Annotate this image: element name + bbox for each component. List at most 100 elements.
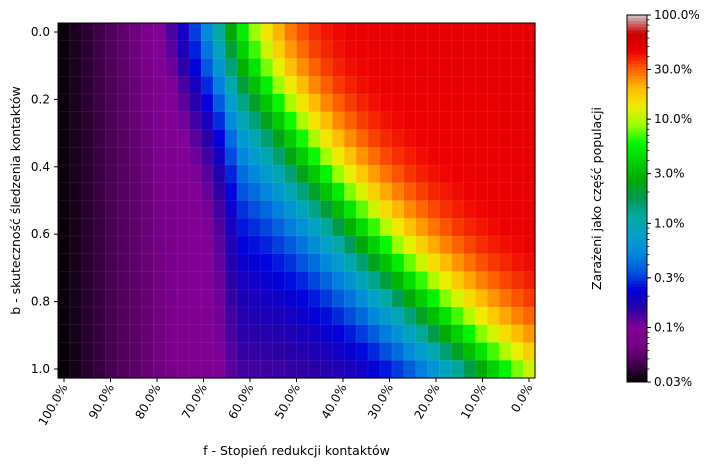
heatmap-cell [511, 111, 524, 131]
colorbar-segment [627, 314, 647, 319]
heatmap-cell [81, 147, 95, 166]
colorbar-segment [627, 305, 647, 310]
heatmap-cell [427, 200, 441, 219]
colorbar-segment [627, 302, 647, 307]
colorbar-segment [627, 244, 647, 248]
heatmap-cell [69, 165, 83, 184]
heatmap-cell [272, 236, 286, 255]
colorbar-segment [627, 299, 647, 303]
heatmap-cell [284, 360, 298, 379]
heatmap-cell [93, 253, 107, 273]
heatmap-cell [69, 289, 83, 308]
heatmap-cell [379, 218, 393, 237]
heatmap-cell [403, 360, 417, 379]
heatmap-cell [368, 342, 381, 361]
heatmap-cell [487, 58, 500, 77]
heatmap-cell [129, 324, 143, 344]
heatmap-cell [189, 324, 202, 344]
heatmap-cell [356, 40, 369, 60]
heatmap-cell [391, 23, 405, 42]
heatmap-cell [81, 324, 95, 344]
heatmap-cell [141, 342, 155, 361]
heatmap-cell [487, 307, 500, 326]
colorbar-segment [627, 360, 647, 365]
heatmap-cell [189, 94, 202, 113]
heatmap-cell [117, 76, 131, 95]
heatmap-cell [511, 271, 524, 290]
colorbar-segment [627, 79, 647, 83]
heatmap-cell [523, 182, 536, 202]
heatmap-cell [308, 253, 321, 273]
heatmap-cell [58, 218, 71, 237]
colorbar-segment [627, 100, 647, 105]
heatmap-cell [523, 165, 536, 184]
heatmap-cell [391, 289, 405, 308]
heatmap-cell [117, 253, 131, 273]
colorbar-segment [627, 106, 647, 111]
heatmap-cell [356, 111, 369, 131]
heatmap-cell [260, 253, 274, 273]
heatmap-cell [129, 253, 143, 273]
colorbar-segment [627, 39, 647, 44]
heatmap-cell [296, 200, 310, 219]
heatmap-cell [177, 342, 190, 361]
heatmap-cell [487, 76, 500, 95]
heatmap-cell [165, 182, 178, 202]
x-tick-label: 40.0% [318, 382, 349, 422]
heatmap-cell [58, 324, 71, 344]
colorbar-segment [627, 143, 647, 148]
colorbar-segment [627, 207, 647, 212]
heatmap-cell [201, 58, 214, 77]
colorbar-segment [627, 161, 647, 166]
heatmap-cell [201, 271, 214, 290]
heatmap-cell [177, 182, 190, 202]
heatmap-cell [344, 111, 357, 131]
colorbar-segment [627, 296, 647, 300]
heatmap-cell [475, 218, 488, 237]
heatmap-cell [308, 360, 321, 379]
heatmap-cell [189, 360, 202, 379]
heatmap-cell [427, 342, 441, 361]
colorbar-segment [627, 333, 647, 337]
heatmap-cell [224, 165, 238, 184]
heatmap-cell [153, 165, 166, 184]
heatmap-cell [332, 218, 345, 237]
colorbar-segment [627, 290, 647, 294]
heatmap-cell [403, 76, 417, 95]
heatmap-cell [320, 236, 333, 255]
colorbar-segment [627, 128, 647, 132]
colorbar-segment [627, 284, 647, 288]
heatmap-cell [415, 58, 429, 77]
heatmap-cell [236, 23, 250, 42]
heatmap-cell [427, 289, 441, 308]
heatmap-cell [213, 200, 226, 219]
heatmap-cell [213, 236, 226, 255]
heatmap-cell [69, 271, 83, 290]
heatmap-cell [153, 200, 166, 219]
heatmap-cell [487, 324, 500, 344]
heatmap-cell [177, 360, 190, 379]
heatmap-cell [308, 94, 321, 113]
heatmap-cell [260, 182, 274, 202]
heatmap-cell [415, 165, 429, 184]
heatmap-cell [165, 253, 178, 273]
heatmap-cell [141, 165, 155, 184]
heatmap-cell [499, 58, 512, 77]
heatmap-cell [391, 236, 405, 255]
heatmap-cell [296, 147, 310, 166]
colorbar-segment [627, 152, 647, 157]
heatmap-cell [511, 360, 524, 379]
heatmap-cell [296, 236, 310, 255]
heatmap-cell [523, 200, 536, 219]
colorbar-segment [627, 342, 647, 346]
heatmap-cell [427, 307, 441, 326]
heatmap-cell [487, 200, 500, 219]
heatmap-cell [356, 94, 369, 113]
heatmap-cell [105, 236, 119, 255]
heatmap-cell [117, 236, 131, 255]
heatmap-cell [153, 307, 166, 326]
heatmap-cell [499, 129, 512, 148]
heatmap-cell [379, 147, 393, 166]
heatmap-cell [272, 360, 286, 379]
heatmap-cell [332, 111, 345, 131]
